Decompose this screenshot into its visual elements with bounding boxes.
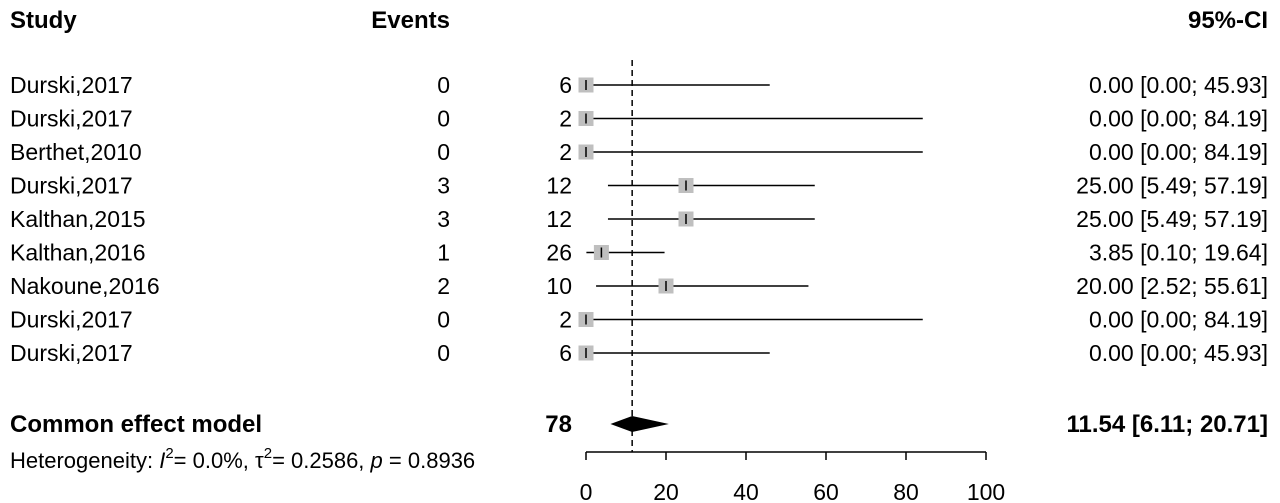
study-events: 1 (437, 240, 450, 266)
study-ci: 0.00 [0.00; 45.93] (1089, 72, 1268, 98)
study-total: 26 (546, 240, 572, 266)
tick-label: 80 (893, 479, 919, 503)
x-axis: 0 20 40 60 80 100 (580, 451, 1005, 503)
study-events: 0 (437, 307, 450, 333)
study-total: 2 (559, 139, 572, 165)
study-name: Durski,2017 (10, 106, 133, 132)
study-rows: Durski,2017 0 6 0.00 [0.00; 45.93]Durski,20… (10, 72, 1268, 366)
study-row: Berthet,2010 0 2 0.00 [0.00; 84.19] (10, 139, 1268, 165)
study-total: 10 (546, 273, 572, 299)
study-name: Berthet,2010 (10, 139, 142, 165)
study-total: 2 (559, 106, 572, 132)
pooled-diamond (610, 416, 669, 432)
study-row: Durski,2017 0 2 0.00 [0.00; 84.19] (10, 307, 1268, 333)
study-name: Durski,2017 (10, 340, 133, 366)
study-events: 0 (437, 139, 450, 165)
study-events: 0 (437, 72, 450, 98)
study-name: Durski,2017 (10, 72, 133, 98)
pooled-ci: 11.54 [6.11; 20.71] (1067, 411, 1269, 438)
study-row: Nakoune,2016 2 10 20.00 [2.52; 55.61] (10, 273, 1268, 299)
study-ci: 0.00 [0.00; 84.19] (1089, 307, 1268, 333)
study-total: 6 (559, 340, 572, 366)
study-total: 12 (546, 206, 572, 232)
study-row: Durski,2017 3 12 25.00 [5.49; 57.19] (10, 173, 1268, 199)
study-name: Durski,2017 (10, 173, 133, 199)
study-ci: 0.00 [0.00; 84.19] (1089, 106, 1268, 132)
study-row: Durski,2017 0 2 0.00 [0.00; 84.19] (10, 106, 1268, 132)
study-ci: 0.00 [0.00; 84.19] (1089, 139, 1268, 165)
study-events: 2 (437, 273, 450, 299)
tick-label: 100 (967, 479, 1005, 503)
tick-label: 20 (653, 479, 679, 503)
study-name: Durski,2017 (10, 307, 133, 333)
heterogeneity-text: Heterogeneity: I2= 0.0%, τ2= 0.2586, p =… (10, 445, 475, 473)
header-study: Study (10, 7, 77, 34)
tick-label: 0 (580, 479, 593, 503)
tick-label: 60 (813, 479, 839, 503)
study-ci: 0.00 [0.00; 45.93] (1089, 340, 1268, 366)
study-ci: 3.85 [0.10; 19.64] (1089, 240, 1268, 266)
study-events: 3 (437, 206, 450, 232)
header-ci: 95%-CI (1188, 7, 1268, 34)
header-events: Events (371, 7, 450, 34)
pooled-label: Common effect model (10, 411, 262, 438)
study-row: Durski,2017 0 6 0.00 [0.00; 45.93] (10, 340, 1268, 366)
study-name: Kalthan,2015 (10, 206, 146, 232)
study-total: 6 (559, 72, 572, 98)
study-events: 0 (437, 340, 450, 366)
study-row: Kalthan,2015 3 12 25.00 [5.49; 57.19] (10, 206, 1268, 232)
study-events: 3 (437, 173, 450, 199)
study-events: 0 (437, 106, 450, 132)
study-total: 2 (559, 307, 572, 333)
study-ci: 20.00 [2.52; 55.61] (1076, 273, 1268, 299)
tick-label: 40 (733, 479, 759, 503)
study-total: 12 (546, 173, 572, 199)
study-name: Kalthan,2016 (10, 240, 146, 266)
study-name: Nakoune,2016 (10, 273, 160, 299)
study-ci: 25.00 [5.49; 57.19] (1076, 173, 1268, 199)
study-row: Kalthan,2016 1 26 3.85 [0.10; 19.64] (10, 240, 1268, 266)
pooled-total: 78 (545, 411, 572, 438)
study-ci: 25.00 [5.49; 57.19] (1076, 206, 1268, 232)
study-row: Durski,2017 0 6 0.00 [0.00; 45.93] (10, 72, 1268, 98)
